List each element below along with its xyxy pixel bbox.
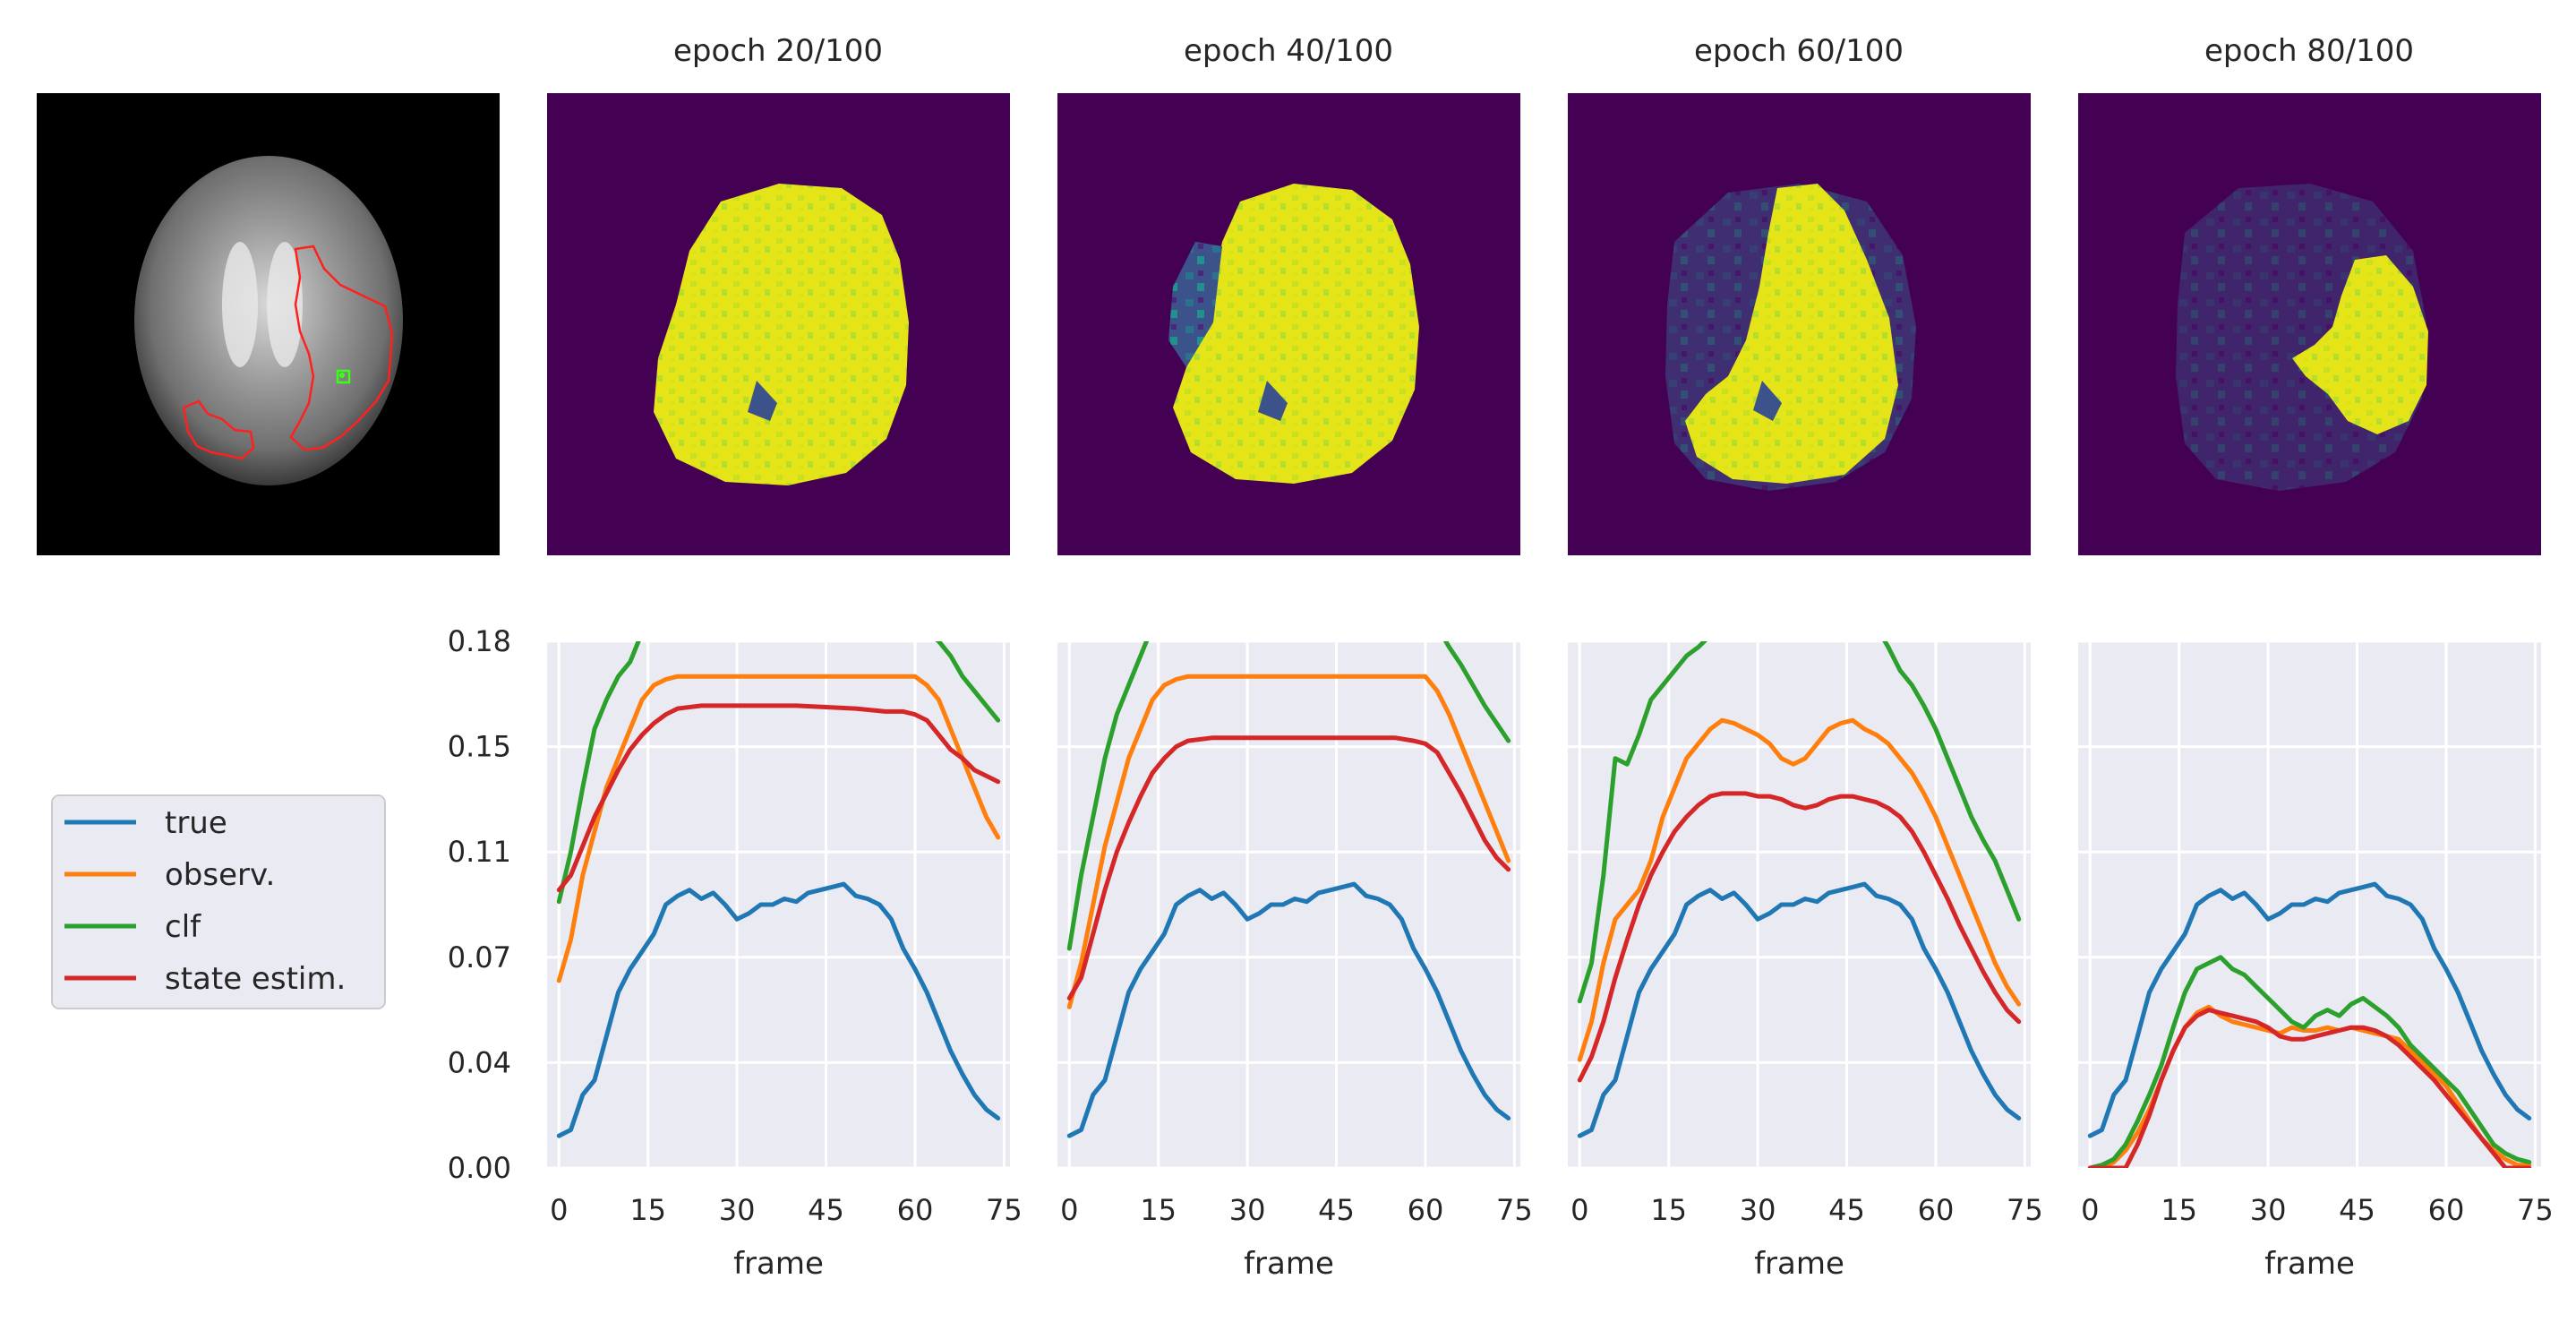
x-tick-label: 60 (2428, 1193, 2465, 1227)
charts: 0 15 30 45 60 75 frame 0.00 0.04 0.07 0.11 0.15 0.18… (448, 624, 2554, 1282)
series-line-true (2087, 881, 2532, 1138)
heatmap-low-band (1168, 242, 1222, 367)
tumor-contour-left (182, 399, 255, 460)
mri-ventricle-right (267, 242, 303, 367)
legend-box (51, 794, 386, 1009)
series-group (556, 641, 1001, 1138)
x-tick-label: 60 (1408, 1193, 1444, 1227)
panel-title-4: epoch 80/100 (2204, 33, 2414, 69)
tumor-contour-right (289, 245, 394, 451)
x-tick-label: 30 (1740, 1193, 1776, 1227)
heatmap-region (1685, 184, 1898, 484)
series-line-observ (1577, 717, 2022, 1062)
series-line-true (1577, 881, 2022, 1138)
series-line-true (1066, 881, 1511, 1138)
heatmap-epoch-40 (1057, 93, 1520, 555)
series-group (2087, 881, 2532, 1168)
x-tick-label: 75 (2007, 1193, 2043, 1227)
x-tick-label: 0 (1060, 1193, 1078, 1227)
x-tick-label: 60 (897, 1193, 934, 1227)
x-tick-label: 75 (1496, 1193, 1533, 1227)
x-tick-label: 15 (1140, 1193, 1177, 1227)
heatmap-dark-spot (748, 381, 777, 421)
y-tick-label: 0.04 (448, 1045, 511, 1079)
x-tick-label: 15 (2161, 1193, 2197, 1227)
heatmap-epoch-60 (1568, 93, 2031, 555)
series-line-stateestim (556, 703, 1001, 893)
legend-label-clf: clf (165, 909, 201, 945)
legend-label-observ: observ. (165, 857, 275, 893)
series-line-stateestim (2087, 1008, 2532, 1168)
plot-area (1568, 641, 2031, 1168)
x-tick-label: 45 (1318, 1193, 1355, 1227)
plot-area (2078, 641, 2541, 1168)
x-tick-label: 75 (2517, 1193, 2554, 1227)
heatmap-epoch-80 (2078, 93, 2541, 555)
chart-2: 0 15 30 45 60 75 frame (1057, 640, 1533, 1282)
x-tick-label: 30 (1229, 1193, 1266, 1227)
heatmap-region (654, 184, 909, 485)
series-line-stateestim (1577, 791, 2022, 1083)
x-tick-label: 60 (1918, 1193, 1955, 1227)
heatmap-region (1173, 184, 1419, 484)
roi-marker (336, 369, 351, 384)
heatmap-region (2292, 255, 2428, 434)
series-group (1577, 641, 2022, 1138)
y-tick-label: 0.00 (448, 1151, 511, 1185)
panel-title-3: epoch 60/100 (1694, 33, 1904, 69)
x-tick-label: 15 (1650, 1193, 1687, 1227)
heatmap-dark-spot (1258, 381, 1288, 421)
panel-title-1: epoch 20/100 (673, 33, 883, 69)
mri-ventricle-left (222, 242, 258, 367)
heatmap-epoch-20 (547, 93, 1010, 555)
x-tick-label: 75 (986, 1193, 1023, 1227)
x-tick-label: 0 (2081, 1193, 2099, 1227)
x-axis-label: frame (1244, 1246, 1334, 1282)
panel-title-2: epoch 40/100 (1184, 33, 1393, 69)
series-line-clf (556, 641, 1001, 905)
plot-area (547, 641, 1010, 1168)
y-tick-label: 0.11 (448, 835, 511, 869)
x-tick-label: 15 (629, 1193, 666, 1227)
chart-4: 0 15 30 45 60 75 frame (2078, 640, 2554, 1282)
series-line-stateestim (1066, 735, 1511, 1000)
series-line-clf (1577, 641, 2022, 1004)
legend-label-true: true (165, 805, 227, 841)
x-tick-label: 45 (2339, 1193, 2375, 1227)
y-tick-label: 0.18 (448, 624, 511, 658)
x-axis-label: frame (2264, 1246, 2355, 1282)
x-axis-label: frame (1754, 1246, 1844, 1282)
x-tick-label: 45 (1828, 1193, 1865, 1227)
chart-1: 0 15 30 45 60 75 frame 0.00 0.04 0.07 0.11 0.15 0.18 (448, 624, 1023, 1282)
y-tick-label: 0.15 (448, 730, 511, 764)
plot-area (1057, 641, 1520, 1168)
series-group (1066, 641, 1511, 1138)
heatmap-dark-spot (1753, 381, 1782, 421)
y-tick-label: 0.07 (448, 940, 511, 974)
roi-point (339, 373, 345, 378)
x-tick-label: 0 (550, 1193, 568, 1227)
x-tick-label: 45 (808, 1193, 844, 1227)
legend: true observ. clf state estim. (51, 794, 386, 1009)
x-tick-label: 30 (2250, 1193, 2287, 1227)
legend-label-state: state estim. (165, 961, 346, 997)
chart-3: 0 15 30 45 60 75 frame (1568, 640, 2043, 1282)
x-axis-label: frame (733, 1246, 824, 1282)
mri-panel (37, 93, 500, 555)
x-tick-label: 30 (719, 1193, 756, 1227)
x-tick-label: 0 (1570, 1193, 1588, 1227)
series-line-clf (2087, 955, 2532, 1168)
series-line-clf (1066, 641, 1511, 951)
series-line-observ (1066, 674, 1511, 1009)
series-line-true (556, 881, 1001, 1138)
